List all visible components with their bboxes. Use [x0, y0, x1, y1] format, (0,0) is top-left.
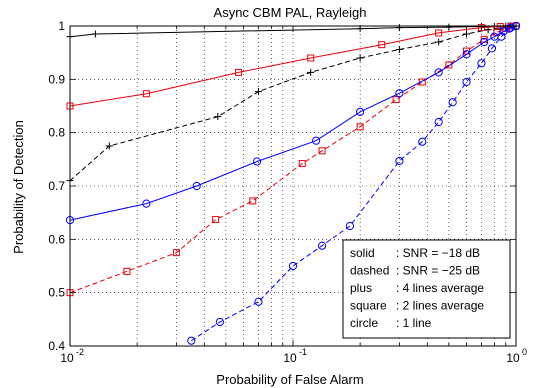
legend-key: plus [350, 281, 372, 295]
square-marker [212, 216, 220, 224]
circle-marker [480, 37, 489, 47]
circle-marker [192, 181, 201, 191]
circle-marker [142, 199, 151, 208]
axes [69, 25, 517, 347]
square-marker [435, 29, 443, 37]
y-tick-label: 0.5 [48, 286, 65, 300]
circle-marker [356, 107, 365, 116]
circle-marker [477, 59, 486, 68]
series-circle-dashed [187, 21, 521, 345]
circle-marker [487, 44, 497, 53]
circle-marker [497, 32, 506, 41]
plus-marker [105, 142, 113, 150]
circle-marker [312, 136, 321, 145]
x-tick-exponent: -1 [299, 347, 307, 357]
circle-marker [252, 157, 262, 166]
legend-key: circle [350, 316, 378, 330]
circle-marker [254, 297, 263, 306]
square-marker [123, 267, 131, 275]
circle-marker [288, 261, 298, 271]
x-tick-label: 10 [60, 351, 74, 365]
square-marker [392, 96, 400, 104]
circle-marker [418, 137, 427, 146]
legend-box [342, 239, 511, 339]
square-marker [356, 123, 364, 131]
square-marker [445, 61, 453, 69]
y-tick-label: 0.9 [48, 72, 65, 86]
series-line [191, 25, 517, 342]
square-marker [298, 160, 306, 168]
legend-key: square [350, 299, 387, 313]
y-tick-label: 0.6 [48, 232, 65, 246]
legend-key: dashed [350, 264, 389, 278]
circle-marker [448, 98, 457, 107]
square-marker [142, 90, 150, 98]
x-tick-exponent: -2 [76, 347, 84, 357]
square-marker [307, 54, 315, 62]
circle-marker [187, 336, 196, 345]
circle-marker [215, 317, 224, 327]
circle-marker [462, 50, 471, 59]
x-tick-exponent: 0 [522, 347, 527, 357]
legend-description: : 2 lines average [396, 299, 484, 313]
square-marker [477, 24, 485, 32]
x-tick-label: 10 [506, 351, 520, 365]
series-layer [65, 21, 521, 345]
circle-marker [506, 23, 516, 32]
plus-marker [395, 45, 403, 53]
y-tick-label: 0.4 [48, 339, 65, 353]
square-marker [235, 68, 243, 76]
plus-marker [356, 54, 364, 62]
circle-marker [462, 77, 471, 87]
y-tick-label: 1 [58, 19, 65, 33]
y-axis-label: Probability of Detection [11, 120, 26, 254]
series-line [69, 25, 517, 221]
plus-marker [214, 113, 222, 121]
circle-marker [395, 89, 404, 98]
x-axis-label: Probability of False Alarm [216, 372, 363, 387]
legend-description: : 4 lines average [396, 281, 484, 295]
square-marker [172, 249, 180, 257]
plus-marker [254, 88, 262, 96]
plot-frame [69, 25, 517, 347]
y-tick-label: 0.7 [48, 179, 65, 193]
plus-marker [91, 30, 99, 38]
square-marker [418, 78, 426, 86]
x-tick-label: 10 [283, 351, 297, 365]
legend-description: : 1 line [396, 316, 432, 330]
square-marker [318, 147, 326, 155]
circle-marker [345, 221, 355, 231]
circle-marker [395, 156, 404, 166]
square-marker [249, 197, 257, 205]
legend-key: solid [350, 246, 375, 260]
legend: solid : SNR = −18 dB dashed : SNR = −25 dB p… [342, 239, 511, 339]
square-marker [378, 41, 386, 49]
circle-marker [434, 68, 443, 77]
plus-marker [435, 38, 443, 46]
circle-marker [504, 24, 514, 33]
plus-marker [463, 30, 471, 38]
circle-marker [317, 241, 327, 250]
legend-description: : SNR = −18 dB [396, 246, 480, 260]
y-tick-label: 0.8 [48, 126, 65, 140]
plus-marker [307, 68, 315, 76]
circle-marker [434, 117, 443, 127]
legend-description: : SNR = −25 dB [396, 264, 480, 278]
chart-title: Async CBM PAL, Rayleigh [214, 5, 367, 20]
